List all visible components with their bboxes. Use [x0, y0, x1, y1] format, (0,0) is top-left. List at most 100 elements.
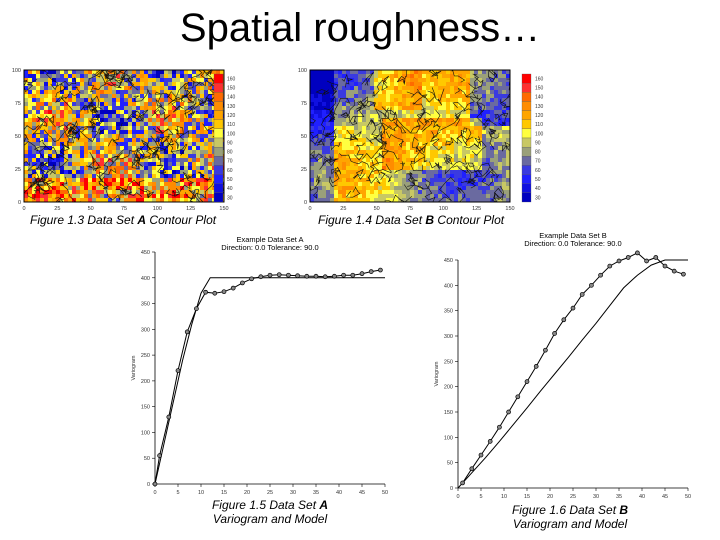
heatmap-cell	[458, 194, 463, 199]
heatmap-cell	[318, 126, 323, 131]
heatmap-cell	[362, 74, 367, 79]
heatmap-cell	[326, 146, 331, 151]
heatmap-cell	[168, 138, 173, 143]
heatmap-cell	[192, 70, 197, 75]
heatmap-cell	[168, 98, 173, 103]
heatmap-cell	[40, 182, 45, 187]
heatmap-cell	[414, 138, 419, 143]
heatmap-cell	[76, 178, 81, 183]
heatmap-field	[310, 70, 511, 203]
heatmap-cell	[152, 118, 157, 123]
heatmap-cell	[72, 174, 77, 179]
heatmap-cell	[160, 118, 165, 123]
heatmap-cell	[378, 194, 383, 199]
heatmap-cell	[482, 186, 487, 191]
heatmap-cell	[56, 114, 61, 119]
heatmap-cell	[28, 150, 33, 155]
heatmap-cell	[438, 94, 443, 99]
heatmap-cell	[140, 134, 145, 139]
heatmap-cell	[354, 106, 359, 111]
heatmap-cell	[52, 70, 57, 75]
heatmap-cell	[426, 182, 431, 187]
heatmap-cell	[104, 94, 109, 99]
data-point	[322, 274, 328, 280]
heatmap-cell	[490, 98, 495, 103]
heatmap-cell	[334, 182, 339, 187]
heatmap-cell	[398, 134, 403, 139]
contour-line	[167, 82, 187, 105]
heatmap-cell	[204, 182, 209, 187]
heatmap-cell	[56, 70, 61, 75]
heatmap-cell	[506, 198, 511, 203]
heatmap-cell	[152, 86, 157, 91]
heatmap-cell	[104, 122, 109, 127]
heatmap-cell	[152, 162, 157, 167]
heatmap-cell	[322, 114, 327, 119]
contour-line	[167, 91, 188, 102]
data-point	[506, 409, 511, 415]
heatmap-cell	[418, 158, 423, 163]
heatmap-cell	[390, 94, 395, 99]
y-tick-label: 0	[450, 486, 453, 492]
heatmap-cell	[220, 70, 225, 75]
contour-line	[339, 153, 370, 169]
heatmap-cell	[346, 118, 351, 123]
contour-line	[183, 80, 195, 92]
heatmap-cell	[196, 110, 201, 115]
heatmap-cell	[92, 102, 97, 107]
heatmap-cell	[60, 110, 65, 115]
heatmap-cell	[426, 158, 431, 163]
heatmap-cell	[322, 122, 327, 127]
heatmap-cell	[84, 154, 89, 159]
heatmap-cell	[358, 86, 363, 91]
heatmap-cell	[446, 114, 451, 119]
heatmap-cell	[32, 106, 37, 111]
x-tick-label: 10	[198, 490, 204, 496]
heatmap-cell	[310, 126, 315, 131]
heatmap-cell	[204, 94, 209, 99]
heatmap-cell	[502, 82, 507, 87]
legend-label: 30	[535, 195, 541, 201]
heatmap-cell	[116, 158, 121, 163]
legend-label: 150	[227, 86, 236, 92]
heatmap-cell	[334, 154, 339, 159]
heatmap-cell	[346, 166, 351, 171]
heatmap-cell	[204, 150, 209, 155]
heatmap-cell	[60, 150, 65, 155]
heatmap-cell	[124, 106, 129, 111]
heatmap-cell	[330, 186, 335, 191]
heatmap-cell	[322, 166, 327, 171]
heatmap-cell	[184, 78, 189, 83]
heatmap-cell	[180, 154, 185, 159]
contour-line	[463, 165, 490, 177]
heatmap-cell	[200, 82, 205, 87]
heatmap-cell	[378, 102, 383, 107]
contour-line	[171, 100, 184, 113]
heatmap-cell	[422, 130, 427, 135]
contour-line	[321, 113, 337, 138]
heatmap-cell	[358, 122, 363, 127]
contour-line	[352, 168, 365, 180]
heatmap-cell	[76, 162, 81, 167]
contour-line	[396, 70, 408, 85]
heatmap-cell	[156, 150, 161, 155]
contour-line	[412, 102, 426, 117]
heatmap-cell	[80, 126, 85, 131]
legend-label: 80	[227, 150, 233, 156]
heatmap-cell	[462, 94, 467, 99]
heatmap-cell	[370, 166, 375, 171]
heatmap-cell	[350, 150, 355, 155]
heatmap-cell	[28, 158, 33, 163]
heatmap-cell	[196, 118, 201, 123]
heatmap-cell	[52, 98, 57, 103]
heatmap-cell	[390, 70, 395, 75]
heatmap-cell	[398, 86, 403, 91]
heatmap-cell	[458, 126, 463, 131]
heatmap-cell	[498, 158, 503, 163]
heatmap-cell	[128, 138, 133, 143]
heatmap-cell	[470, 82, 475, 87]
heatmap-cell	[446, 122, 451, 127]
heatmap-cell	[196, 102, 201, 107]
heatmap-cell	[398, 166, 403, 171]
heatmap-cell	[414, 162, 419, 167]
